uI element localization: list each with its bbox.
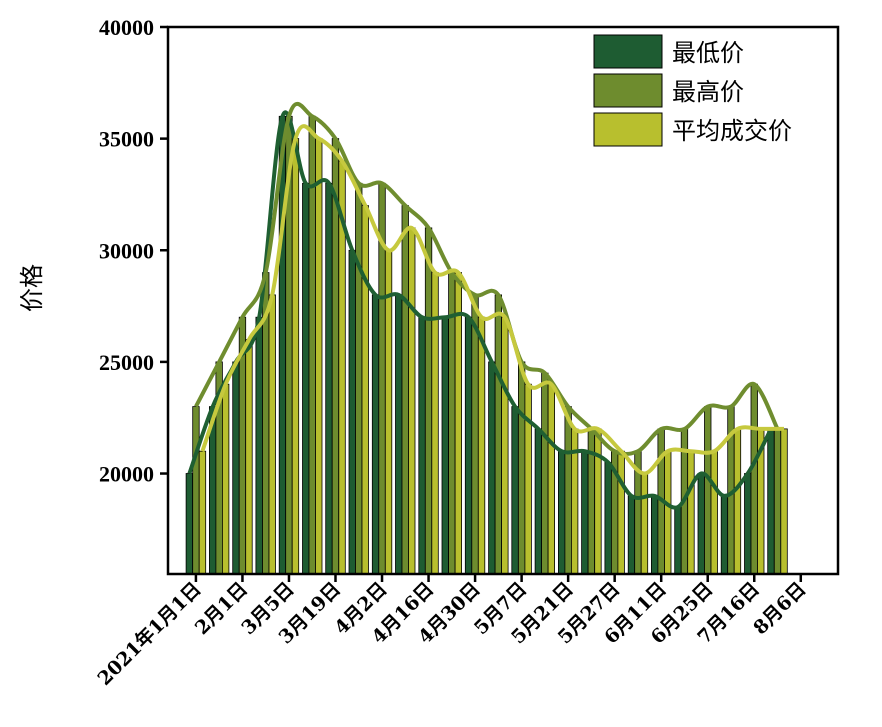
high-bar bbox=[494, 294, 503, 575]
low-bar bbox=[302, 182, 310, 575]
avg-trend-line bbox=[200, 124, 784, 476]
legend-label-low: 最低价 bbox=[672, 39, 744, 67]
low-bar bbox=[325, 182, 333, 575]
high-bar bbox=[401, 205, 409, 575]
avg-bar bbox=[221, 383, 230, 575]
x-tick-label: 2021年1月1日 bbox=[93, 577, 206, 690]
avg-bar bbox=[477, 316, 486, 575]
avg-bar bbox=[408, 227, 416, 575]
high-bar bbox=[564, 406, 572, 575]
y-tick-label: 40000 bbox=[99, 15, 154, 40]
avg-bar bbox=[664, 450, 672, 575]
high-bar bbox=[471, 294, 479, 575]
low-bar bbox=[395, 294, 403, 575]
avg-bar bbox=[547, 383, 555, 575]
low-bar bbox=[651, 495, 659, 575]
avg-bar bbox=[733, 428, 742, 575]
avg-bar bbox=[245, 339, 253, 575]
high-bar bbox=[424, 227, 433, 575]
avg-bar bbox=[454, 272, 463, 575]
high-bar bbox=[192, 406, 200, 575]
legend-label-avg: 平均成交价 bbox=[672, 117, 792, 145]
avg-bar bbox=[315, 138, 323, 575]
avg-bar bbox=[710, 450, 718, 575]
low-bar bbox=[488, 361, 496, 575]
y-tick-label: 30000 bbox=[99, 238, 154, 263]
legend-swatch-low bbox=[593, 34, 663, 69]
high-bar bbox=[773, 428, 782, 575]
avg-bar bbox=[501, 316, 509, 575]
high-bar bbox=[704, 406, 712, 575]
avg-bar bbox=[198, 450, 207, 575]
low-bar bbox=[348, 249, 356, 575]
legend-swatch-high bbox=[593, 73, 663, 108]
low-bar bbox=[674, 506, 682, 575]
low-bar bbox=[185, 473, 194, 575]
low-bar bbox=[441, 316, 449, 575]
legend-swatch-avg bbox=[593, 112, 663, 147]
avg-bar bbox=[640, 473, 649, 575]
avg-bar bbox=[291, 138, 300, 575]
low-bar bbox=[232, 361, 240, 575]
low-bar bbox=[604, 461, 612, 575]
y-axis-label: 价格 bbox=[18, 264, 46, 312]
plot-frame bbox=[166, 25, 840, 576]
avg-bar bbox=[268, 294, 276, 575]
avg-bar bbox=[617, 450, 625, 575]
high-bar bbox=[355, 182, 363, 575]
low-bar bbox=[511, 406, 519, 575]
avg-bar bbox=[361, 205, 369, 575]
low-bar bbox=[767, 428, 775, 575]
x-axis: 2021年1月1日2月1日3月5日3月19日4月2日4月16日4月30日5月7日… bbox=[93, 574, 810, 690]
low-bar bbox=[255, 316, 263, 575]
legend-label-high: 最高价 bbox=[672, 78, 744, 106]
low-trend-line bbox=[187, 110, 773, 510]
high-bar bbox=[518, 361, 526, 575]
low-bar bbox=[627, 495, 636, 575]
low-bar bbox=[371, 294, 380, 575]
avg-bar bbox=[524, 383, 532, 575]
low-bar bbox=[744, 473, 752, 575]
high-bar bbox=[541, 372, 549, 575]
avg-bar bbox=[687, 450, 695, 575]
avg-bar bbox=[780, 428, 788, 575]
smooth-lines bbox=[187, 101, 784, 510]
y-tick-label: 20000 bbox=[99, 462, 154, 487]
low-bar bbox=[534, 428, 542, 575]
low-bar bbox=[418, 316, 426, 575]
y-axis: 20000 25000 30000 35000 40000 bbox=[99, 15, 168, 487]
avg-bar bbox=[594, 428, 602, 575]
y-tick-label: 25000 bbox=[99, 350, 154, 375]
low-bar bbox=[464, 316, 473, 575]
low-bar bbox=[720, 495, 729, 575]
y-tick-label: 35000 bbox=[99, 127, 154, 152]
high-trend-line bbox=[194, 101, 780, 456]
avg-bar bbox=[384, 249, 393, 575]
low-bar bbox=[697, 473, 705, 575]
x-tick-label: 8月6日 bbox=[749, 578, 810, 639]
low-bar bbox=[581, 450, 589, 575]
low-bar bbox=[558, 450, 566, 575]
high-bar bbox=[750, 383, 758, 575]
